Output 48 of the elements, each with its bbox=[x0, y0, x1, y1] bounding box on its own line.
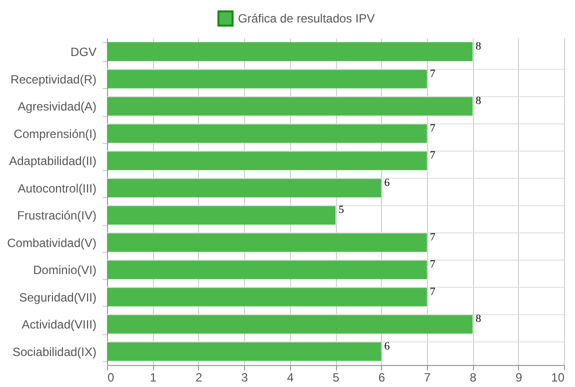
data-label: 5 bbox=[338, 204, 344, 216]
bar bbox=[107, 206, 336, 225]
data-label: 7 bbox=[430, 231, 436, 244]
x-tick-label: 10 bbox=[551, 370, 565, 384]
bar bbox=[107, 69, 427, 88]
data-label: 7 bbox=[430, 150, 436, 162]
y-tick-label: DGV bbox=[70, 45, 96, 60]
legend-label: Gráfica de resultados IPV bbox=[238, 12, 375, 26]
bar bbox=[107, 260, 427, 280]
y-tick-label: Comprensión(I) bbox=[14, 126, 96, 141]
y-tick-label: Seguridad(VII) bbox=[19, 290, 96, 304]
y-tick-label: Actividad(VIII) bbox=[22, 318, 96, 332]
bar bbox=[107, 314, 473, 334]
data-label: 7 bbox=[430, 258, 436, 271]
x-tick-label: 6 bbox=[378, 370, 386, 384]
data-label: 7 bbox=[430, 286, 436, 298]
y-tick-label: Frustración(IV) bbox=[17, 208, 96, 223]
data-label: 8 bbox=[476, 95, 482, 108]
bar bbox=[107, 178, 382, 198]
data-label: 8 bbox=[476, 40, 482, 53]
data-label: 7 bbox=[430, 122, 436, 134]
bar bbox=[107, 151, 427, 170]
x-tick-label: 8 bbox=[470, 370, 477, 384]
bar bbox=[107, 124, 427, 143]
y-tick-label: Receptividad(R) bbox=[10, 72, 96, 86]
bar bbox=[107, 96, 473, 116]
y-tick-label: Dominio(VI) bbox=[33, 263, 96, 278]
x-tick-label: 1 bbox=[150, 370, 157, 384]
data-label: 8 bbox=[476, 313, 482, 326]
y-tick-label: Sociabilidad(IX) bbox=[12, 344, 96, 359]
bar bbox=[107, 232, 427, 252]
data-label: 6 bbox=[384, 340, 390, 352]
y-tick-label: Autocontrol(III) bbox=[18, 181, 96, 196]
x-tick-label: 7 bbox=[424, 370, 432, 384]
bar bbox=[107, 42, 473, 62]
x-tick-label: 0 bbox=[108, 370, 114, 384]
x-tick-label: 5 bbox=[332, 370, 340, 384]
x-tick-label: 9 bbox=[515, 370, 522, 384]
x-tick-label: 4 bbox=[286, 370, 294, 384]
x-tick-label: 2 bbox=[196, 370, 203, 384]
data-label: 6 bbox=[384, 176, 390, 189]
y-tick-label: Combatividad(V) bbox=[7, 236, 96, 250]
y-tick-label: Agresividad(A) bbox=[18, 100, 96, 114]
x-tick-label: 3 bbox=[241, 370, 248, 384]
y-tick-label: Adaptabilidad(II) bbox=[9, 154, 96, 168]
data-label: 7 bbox=[430, 68, 436, 80]
bar bbox=[107, 342, 382, 361]
bar bbox=[107, 287, 427, 306]
